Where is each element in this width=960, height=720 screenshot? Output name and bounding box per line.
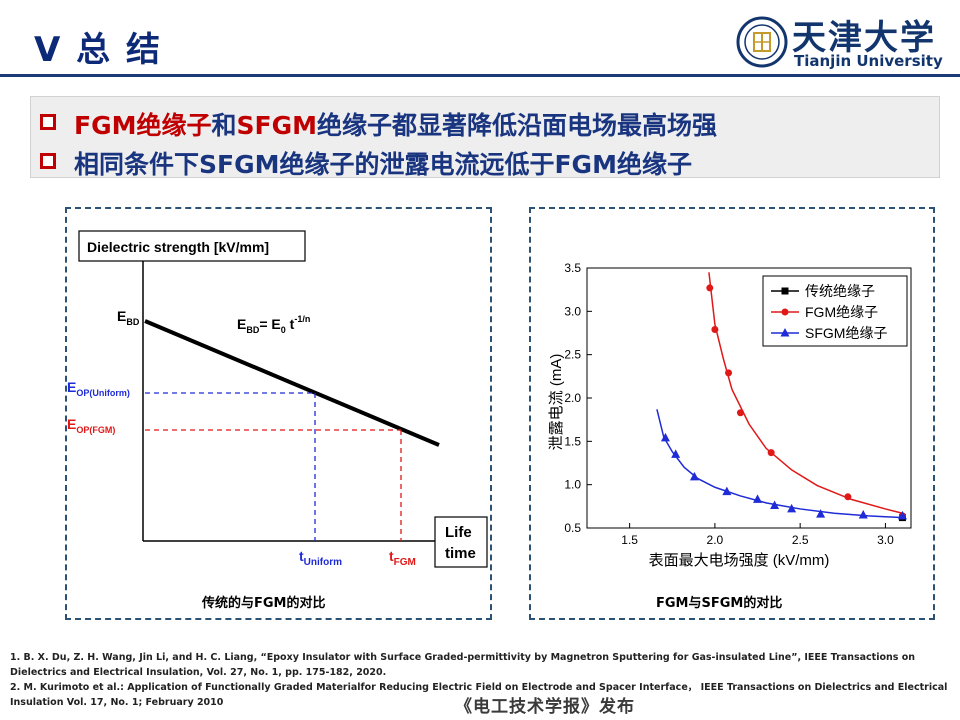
ebd-label: EBD bbox=[117, 308, 140, 327]
footer-publisher: 《电工技术学报》发布 bbox=[455, 697, 635, 717]
y-tick-label: 1.0 bbox=[564, 478, 581, 492]
reference-1: 1. B. X. Du, Z. H. Wang, Jin Li, and H. … bbox=[10, 652, 916, 678]
legend-label: 传统绝缘子 bbox=[805, 283, 875, 299]
eop-fgm-label: EOP(FGM) bbox=[67, 416, 115, 435]
header-divider bbox=[0, 74, 960, 77]
legend-marker bbox=[781, 287, 789, 295]
university-seal-icon bbox=[736, 16, 788, 68]
y-tick-label: 2.5 bbox=[564, 348, 581, 362]
data-point-circle bbox=[736, 409, 744, 417]
right-panel-caption: FGM与SFGM的对比 bbox=[656, 596, 783, 611]
legend-marker bbox=[780, 328, 790, 337]
data-point-triangle bbox=[858, 510, 868, 519]
bullet-square-icon bbox=[40, 114, 56, 130]
x-tick-label: 2.0 bbox=[707, 533, 724, 547]
data-point-triangle bbox=[816, 509, 826, 518]
data-point-triangle bbox=[787, 503, 797, 513]
series-curve-1 bbox=[708, 272, 903, 514]
y-tick-label: 3.5 bbox=[564, 261, 581, 275]
t-fgm-label: tFGM bbox=[389, 548, 416, 568]
x-tick-label: 3.0 bbox=[877, 533, 894, 547]
university-name-cn: 天津大学 bbox=[792, 18, 936, 58]
data-point-circle bbox=[725, 369, 733, 377]
y-tick-label: 2.0 bbox=[564, 391, 581, 405]
data-point-triangle bbox=[671, 449, 681, 458]
dielectric-strength-chart: Dielectric strength [kV/mm] Life time EB… bbox=[67, 230, 488, 568]
legend-label: FGM绝缘子 bbox=[805, 304, 878, 320]
y-tick-label: 1.5 bbox=[564, 434, 581, 448]
legend-label: SFGM绝缘子 bbox=[805, 325, 887, 341]
t-uniform-label: tUniform bbox=[299, 548, 342, 568]
references: 1. B. X. Du, Z. H. Wang, Jin Li, and H. … bbox=[10, 650, 955, 710]
leakage-current-chart: 1.5 2.0 2.5 3.0 0.5 1.0 1.5 2.0 2.5 3.0 3.5 传统绝缘子 FG… bbox=[548, 261, 912, 569]
x-axis-label: 表面最大电场强度 (kV/mm) bbox=[649, 552, 830, 569]
data-point-circle bbox=[711, 326, 719, 334]
data-point-triangle bbox=[660, 432, 670, 442]
y-tick-label: 3.0 bbox=[564, 304, 581, 318]
bullet-square-icon bbox=[40, 153, 56, 169]
data-point-triangle bbox=[722, 486, 732, 496]
life-line bbox=[144, 319, 440, 447]
left-panel-caption: 传统的与FGM的对比 bbox=[202, 596, 326, 611]
eop-uniform-label: EOP(Uniform) bbox=[67, 379, 130, 398]
x-axis-label-line2: time bbox=[445, 545, 476, 562]
summary-bullet-2: 相同条件下SFGM绝缘子的泄露电流远低于FGM绝缘子 bbox=[74, 150, 692, 179]
y-axis-label: Dielectric strength [kV/mm] bbox=[87, 239, 269, 255]
data-point-triangle bbox=[753, 494, 763, 503]
data-point-triangle bbox=[689, 471, 699, 481]
reference-2: 2. M. Kurimoto et al.: Application of Fu… bbox=[10, 682, 948, 708]
summary-box bbox=[30, 96, 940, 178]
x-axis-label-line1: Life bbox=[445, 524, 472, 541]
data-point-circle bbox=[767, 449, 775, 457]
university-name-en: Tianjin University bbox=[794, 52, 943, 70]
data-point-triangle bbox=[770, 500, 780, 509]
right-chart-panel bbox=[529, 207, 935, 620]
left-chart-panel bbox=[65, 207, 492, 620]
legend-marker bbox=[781, 308, 789, 316]
data-point-circle bbox=[706, 284, 714, 292]
y-label-box bbox=[78, 230, 306, 262]
slide-title: V 总 结 bbox=[34, 30, 162, 70]
data-point-circle bbox=[844, 493, 852, 501]
equation-label: EBD= E0 t-1/n bbox=[237, 314, 310, 335]
y-axis-label: 泄露电流 (mA) bbox=[548, 354, 565, 451]
data-point-triangle bbox=[897, 510, 907, 520]
x-tick-label: 2.5 bbox=[792, 533, 809, 547]
x-tick-label: 1.5 bbox=[621, 533, 638, 547]
series-curve-2 bbox=[656, 409, 903, 519]
summary-bullet-1: FGM绝缘子和SFGM绝缘子都显著降低沿面电场最高场强 bbox=[74, 111, 717, 140]
x-label-box bbox=[434, 516, 488, 568]
y-tick-label: 0.5 bbox=[564, 521, 581, 535]
